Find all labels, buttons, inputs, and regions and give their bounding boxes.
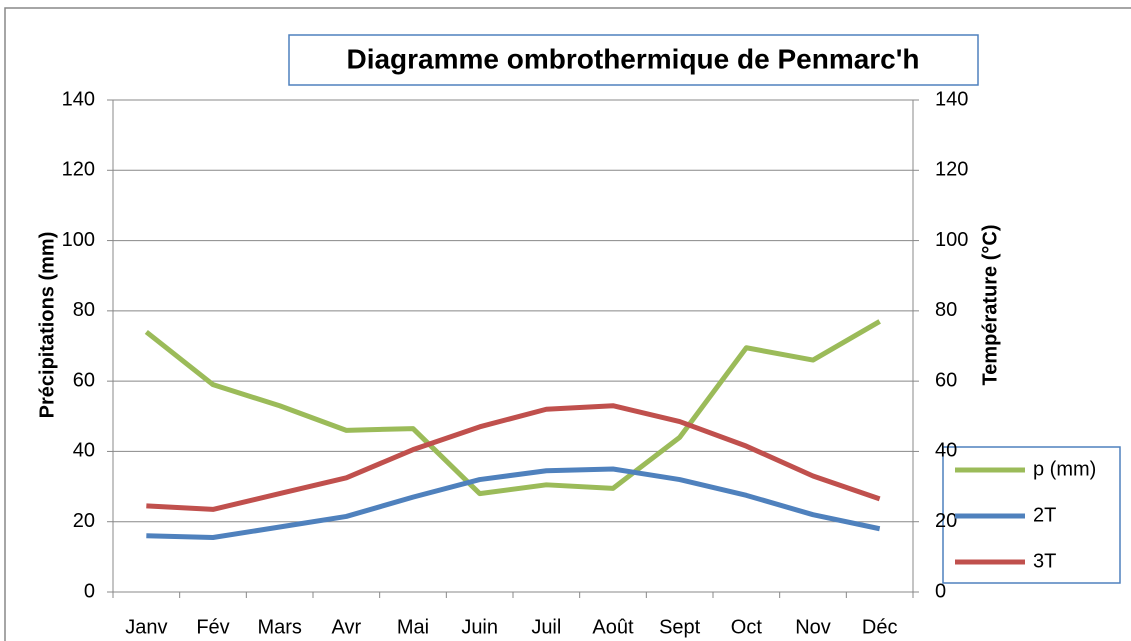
y-tick-label: 80 (73, 299, 95, 321)
y-tick-label: 0 (84, 580, 95, 602)
x-tick-label: Mai (397, 616, 429, 638)
y2-tick-label: 120 (935, 159, 968, 181)
y-tick-label: 120 (62, 159, 95, 181)
y-tick-label: 60 (73, 369, 95, 391)
y2-tick-label: 80 (935, 299, 957, 321)
y2-axis-label: Température (°C) (979, 225, 1001, 386)
x-tick-label: Août (592, 616, 634, 638)
series-line (146, 403, 881, 512)
x-tick-label: Fév (196, 616, 229, 638)
y-tick-label: 140 (62, 88, 95, 110)
x-tick-label: Janv (125, 616, 167, 638)
x-tick-label: Oct (731, 616, 763, 638)
y2-tick-label: 140 (935, 88, 968, 110)
y2-tick-label: 20 (935, 510, 957, 532)
x-tick-label: Juin (461, 616, 498, 638)
series-line (146, 466, 881, 541)
y2-tick-label: 60 (935, 369, 957, 391)
y2-tick-label: 100 (935, 229, 968, 251)
legend-label: 3T (1033, 550, 1056, 572)
x-tick-label: Avr (332, 616, 362, 638)
x-tick-label: Mars (257, 616, 301, 638)
x-tick-label: Nov (795, 616, 831, 638)
x-tick-label: Déc (862, 616, 898, 638)
chart-title: Diagramme ombrothermique de Penmarc'h (346, 43, 919, 74)
title-box (288, 34, 979, 86)
y2-tick-label: 0 (935, 580, 946, 602)
legend-label: p (mm) (1033, 458, 1096, 480)
x-tick-label: Sept (659, 616, 701, 638)
y-tick-label: 40 (73, 440, 95, 462)
y2-tick-label: 40 (935, 440, 957, 462)
legend-label: 2T (1033, 504, 1056, 526)
y-tick-label: 100 (62, 229, 95, 251)
series-line (144, 319, 881, 497)
y-tick-label: 20 (73, 510, 95, 532)
x-tick-label: Juil (531, 616, 561, 638)
y-axis-label: Précipitations (mm) (36, 232, 58, 419)
